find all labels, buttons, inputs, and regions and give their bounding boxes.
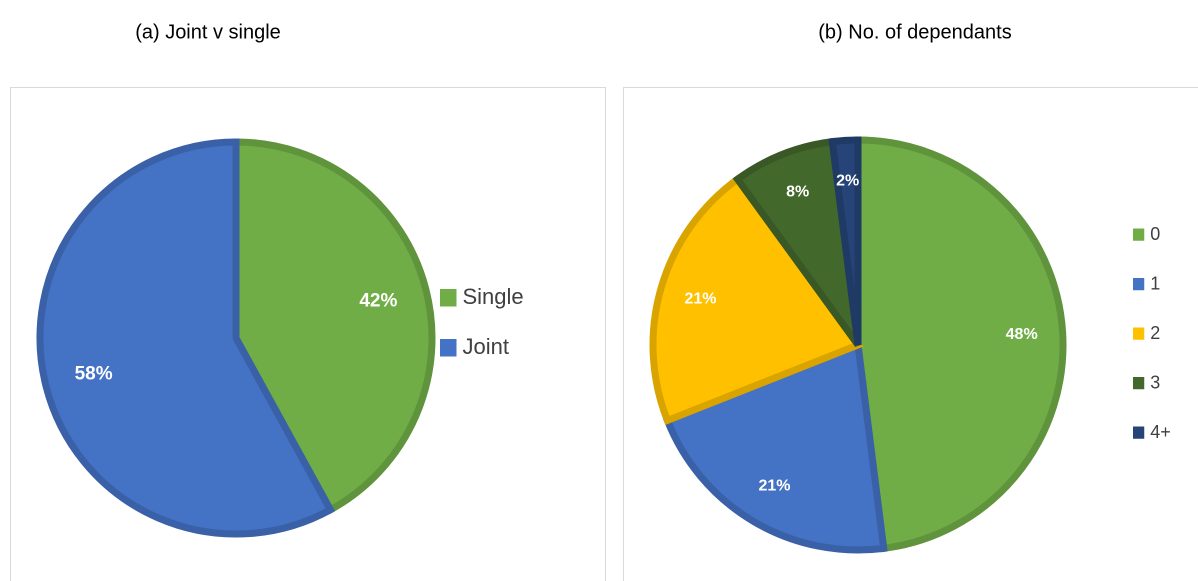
legend-label: 4+ <box>1150 422 1171 442</box>
chart-title: (b) No. of dependants <box>818 21 1011 43</box>
legend-swatch <box>1133 278 1145 291</box>
data-label: 21% <box>759 477 791 494</box>
pie-slice <box>649 174 864 426</box>
pie-slice <box>662 340 888 554</box>
data-label: 58% <box>75 364 113 385</box>
chart-title: (a) Joint v single <box>135 21 281 43</box>
pie-slice <box>232 138 436 515</box>
data-label: 2% <box>836 173 859 190</box>
legend-swatch <box>1133 228 1145 241</box>
data-label: 48% <box>1006 326 1038 343</box>
legend-label: 1 <box>1150 273 1160 293</box>
legend-label: 3 <box>1150 372 1160 392</box>
legend-label: Joint <box>463 334 509 359</box>
data-label: 21% <box>684 290 716 307</box>
data-label: 42% <box>359 290 397 311</box>
legend-label: 0 <box>1150 224 1160 244</box>
legend-swatch <box>440 339 457 357</box>
legend-label: Single <box>463 284 524 309</box>
pie-slice <box>828 136 862 346</box>
legend-swatch <box>440 289 457 307</box>
legend-label: 2 <box>1150 323 1160 343</box>
legend-swatch <box>1133 426 1145 439</box>
pie-slice <box>854 136 1067 553</box>
legend-swatch <box>1133 327 1145 340</box>
pie-slice <box>36 138 336 538</box>
data-label: 8% <box>786 184 809 201</box>
legend-swatch <box>1133 377 1145 390</box>
